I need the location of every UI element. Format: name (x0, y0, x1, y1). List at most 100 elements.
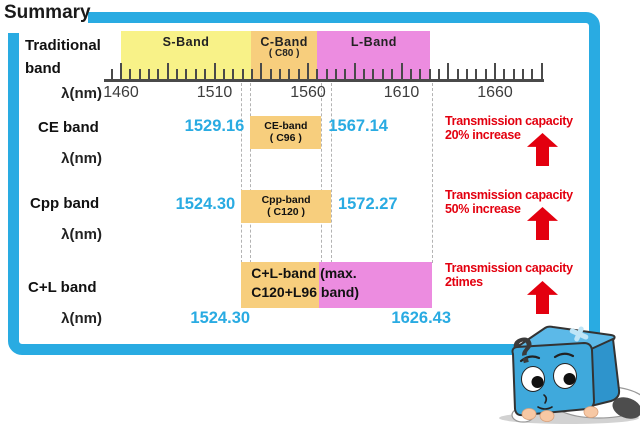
pupil-left (531, 376, 544, 388)
axis-tick (447, 63, 450, 79)
mascot-mouth (537, 406, 553, 410)
axis-tick (484, 69, 487, 79)
axis-tick (344, 69, 347, 79)
axis-tick (391, 69, 394, 79)
cl-band-box: C+L-band (max. C120+L96 band) (241, 262, 433, 308)
axis-tick (157, 69, 160, 79)
cl-band-box-title: C+L-band (max. (251, 265, 357, 281)
note-ce-line2: 20% increase (445, 127, 521, 142)
axis-baseline (104, 79, 544, 82)
mascot-character: ? (499, 325, 640, 424)
traditional-band-label-line2: band (25, 60, 61, 77)
note-ce-line1: Transmission capacity (445, 114, 573, 128)
axis-tick (204, 69, 207, 79)
title-notch (0, 0, 88, 33)
axis-tick (120, 63, 122, 79)
dashed-guide-line (241, 83, 243, 263)
page-title: Summary (4, 2, 91, 23)
axis-tick-label: 1510 (196, 84, 233, 101)
axis-tick (381, 69, 384, 79)
dashed-guide-line (321, 83, 323, 263)
axis-tick (148, 69, 151, 79)
band-s-band: S-Band (121, 31, 251, 80)
axis-tick (465, 69, 468, 79)
axis-tick (400, 63, 403, 79)
axis-tick (456, 69, 459, 79)
note-cpp-line2: 50% increase (445, 201, 521, 216)
dashed-guide-line (330, 83, 332, 263)
ce-start-value: 1529.16 (184, 117, 245, 135)
row-label-ce: CE band (38, 119, 99, 136)
axis-tick (222, 69, 225, 79)
traditional-band-label-line1: Traditional (25, 37, 101, 54)
axis-tick (540, 63, 543, 79)
axis-tick (138, 69, 141, 79)
axis-tick (213, 63, 216, 79)
band-label: S-Band (162, 35, 210, 49)
unit-label-cl: λ(nm) (61, 310, 102, 327)
axis-tick (185, 69, 188, 79)
axis-tick (110, 69, 113, 79)
axis-tick (232, 69, 235, 79)
ce-band-box: CE-band ( C96 ) (250, 116, 322, 149)
cpp-end-value: 1572.27 (337, 195, 398, 213)
pupil-right (563, 373, 576, 385)
eyebrow-right (553, 352, 575, 359)
row-label-cl: C+L band (28, 279, 97, 296)
axis-tick (325, 69, 328, 79)
axis-tick (129, 69, 132, 79)
cl-end-value: 1626.43 (391, 309, 452, 327)
axis-tick (176, 69, 179, 79)
cube-front-face (511, 341, 596, 417)
ce-end-value: 1567.14 (328, 117, 388, 135)
cpp-band-box: Cpp-band ( C120 ) (241, 190, 331, 223)
cl-start-value: 1524.30 (190, 309, 251, 327)
axis-tick (316, 69, 319, 79)
axis-tick (363, 69, 366, 79)
transmission-note-ce: Transmission capacity 20% increase (445, 114, 595, 142)
axis-tick (297, 69, 300, 79)
axis-tick (409, 69, 412, 79)
cl-band-box-subtitle: C120+L96 band) (251, 284, 359, 300)
note-cl-line1: Transmission capacity (445, 261, 573, 275)
ce-band-box-title: CE-band (264, 120, 308, 132)
note-cpp-line1: Transmission capacity (445, 188, 573, 202)
band-sublabel: ( C80 ) (268, 48, 300, 59)
axis-tick (166, 63, 169, 79)
axis-unit-label: λ(nm) (61, 85, 102, 102)
cube-side-face (587, 337, 621, 408)
axis-tick-label: 1660 (477, 84, 513, 101)
cpp-band-box-subtitle: ( C120 ) (267, 206, 306, 218)
mascot-hand-pad (583, 406, 599, 418)
cpp-band-box-title: Cpp-band (261, 194, 311, 206)
axis-tick (307, 63, 309, 79)
axis-tick (250, 69, 253, 79)
axis-tick (494, 63, 496, 79)
axis-tick (335, 69, 338, 79)
mascot-hand-pad (521, 408, 537, 420)
cube-top-pattern (569, 326, 589, 342)
axis-tick (419, 69, 422, 79)
axis-tick (437, 69, 440, 79)
cpp-start-value: 1524.30 (175, 195, 236, 213)
axis-tick-label: 1460 (103, 84, 139, 101)
axis-tick (288, 69, 291, 79)
unit-label-cpp: λ(nm) (61, 226, 102, 243)
row-label-cpp: Cpp band (30, 195, 100, 212)
unit-label-ce: λ(nm) (61, 150, 102, 167)
content-frame (8, 12, 600, 355)
mascot-foot (612, 397, 640, 419)
axis-tick (260, 63, 263, 79)
dashed-guide-line (250, 83, 252, 263)
axis-tick (269, 69, 272, 79)
axis-tick-label: 1560 (290, 84, 326, 101)
mascot-nose (543, 394, 548, 404)
axis-tick (353, 63, 356, 79)
band-label: C-Band (260, 35, 308, 49)
eyebrow-left (519, 355, 541, 363)
transmission-note-cl: Transmission capacity 2times (445, 261, 595, 289)
axis-tick (503, 69, 506, 79)
axis-tick (475, 69, 478, 79)
mascot-hand-pad (539, 410, 555, 422)
